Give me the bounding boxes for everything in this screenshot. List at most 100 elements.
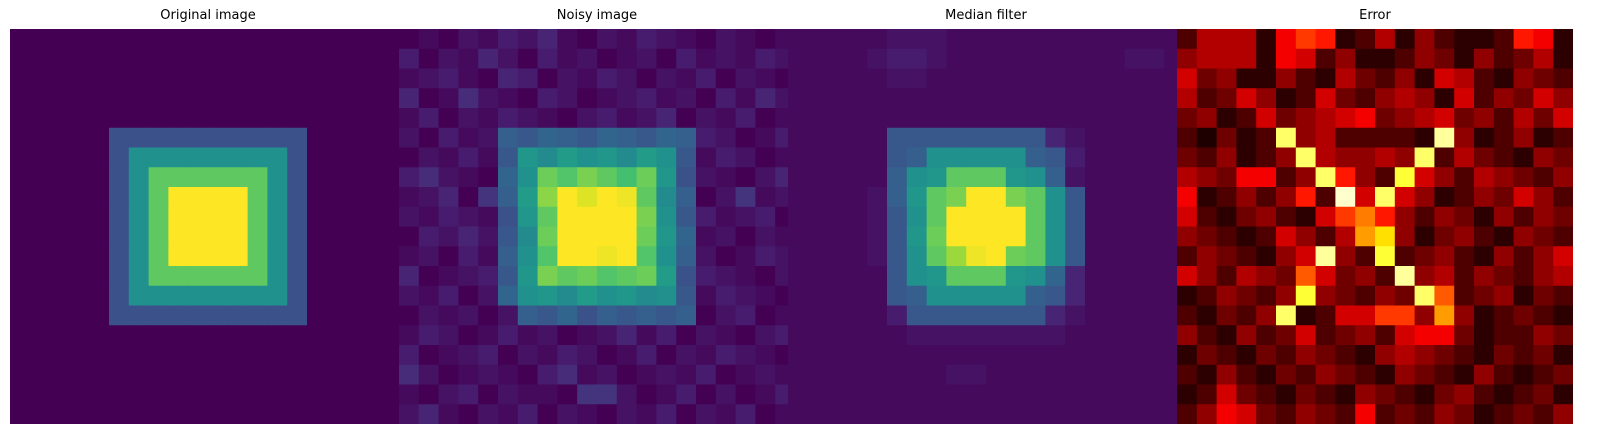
heatmap-cell bbox=[1375, 404, 1396, 424]
heatmap-cell bbox=[1553, 266, 1573, 287]
heatmap-cell bbox=[458, 325, 479, 346]
heatmap-cell bbox=[1085, 206, 1106, 228]
heatmap-cell bbox=[1315, 206, 1336, 228]
heatmap-cell bbox=[656, 404, 677, 424]
heatmap-cell bbox=[1196, 29, 1218, 50]
heatmap-cell bbox=[906, 305, 928, 326]
heatmap-cell bbox=[1454, 285, 1475, 307]
heatmap-cell bbox=[247, 384, 268, 405]
heatmap-cell bbox=[399, 285, 420, 307]
heatmap-cell bbox=[49, 305, 70, 326]
heatmap-cell bbox=[1513, 167, 1534, 188]
heatmap-cell bbox=[148, 147, 169, 168]
heatmap-cell bbox=[69, 404, 90, 424]
heatmap-cell bbox=[577, 88, 598, 109]
heatmap-cell bbox=[696, 29, 717, 50]
heatmap-cell bbox=[458, 29, 479, 50]
heatmap-cell bbox=[1005, 384, 1027, 405]
heatmap-cell bbox=[1104, 266, 1126, 287]
heatmap-cell bbox=[867, 364, 888, 386]
heatmap-cell bbox=[1474, 167, 1495, 188]
heatmap-cell bbox=[636, 167, 657, 188]
heatmap-cell bbox=[1434, 384, 1455, 405]
heatmap-cell bbox=[946, 187, 967, 208]
heatmap-cell bbox=[788, 29, 809, 50]
heatmap-cell bbox=[399, 325, 420, 346]
heatmap-cell bbox=[696, 108, 717, 129]
heatmap-cell bbox=[656, 127, 677, 149]
heatmap-cell bbox=[715, 108, 737, 129]
heatmap-cell bbox=[1236, 167, 1257, 188]
heatmap-cell bbox=[517, 285, 539, 307]
heatmap-cell bbox=[1085, 29, 1106, 50]
heatmap-cell bbox=[188, 364, 209, 386]
heatmap-cell bbox=[867, 404, 888, 424]
heatmap-cell bbox=[1045, 88, 1066, 109]
heatmap-cell bbox=[867, 127, 888, 149]
heatmap-cell bbox=[577, 127, 598, 149]
heatmap-cell bbox=[807, 384, 829, 405]
heatmap-cell bbox=[1045, 48, 1066, 70]
heatmap-cell bbox=[696, 147, 717, 168]
heatmap-cell bbox=[696, 364, 717, 386]
heatmap-cell bbox=[827, 384, 848, 405]
heatmap-cell bbox=[577, 167, 598, 188]
heatmap-cell bbox=[926, 384, 947, 405]
heatmap-cell bbox=[128, 266, 150, 287]
heatmap-cell bbox=[676, 147, 697, 168]
heatmap-cell bbox=[537, 345, 558, 366]
heatmap-cell bbox=[557, 325, 578, 346]
heatmap-cell bbox=[208, 29, 229, 50]
heatmap-cell bbox=[1553, 285, 1573, 307]
heatmap-cell bbox=[1144, 29, 1165, 50]
heatmap-cell bbox=[906, 246, 928, 267]
heatmap-cell bbox=[1553, 127, 1573, 149]
heatmap-cell bbox=[1124, 404, 1145, 424]
heatmap-cell bbox=[597, 226, 618, 247]
heatmap-cell bbox=[307, 68, 328, 89]
heatmap-cell bbox=[89, 364, 110, 386]
heatmap-cell bbox=[887, 167, 908, 188]
heatmap-cell bbox=[906, 187, 928, 208]
heatmap-cell bbox=[1065, 88, 1086, 109]
heatmap-cell bbox=[867, 384, 888, 405]
heatmap-median bbox=[788, 29, 1184, 424]
heatmap-cell bbox=[1414, 127, 1435, 149]
heatmap-cell bbox=[1454, 404, 1475, 424]
heatmap-cell bbox=[1256, 108, 1277, 129]
heatmap-cell bbox=[755, 266, 776, 287]
heatmap-cell bbox=[148, 305, 169, 326]
heatmap-cell bbox=[1355, 127, 1376, 149]
heatmap-cell bbox=[1196, 167, 1218, 188]
heatmap-cell bbox=[887, 88, 908, 109]
heatmap-cell bbox=[1454, 187, 1475, 208]
heatmap-cell bbox=[366, 29, 387, 50]
heatmap-cell bbox=[458, 187, 479, 208]
heatmap-cell bbox=[597, 305, 618, 326]
heatmap-cell bbox=[1394, 68, 1416, 89]
heatmap-cell bbox=[1065, 167, 1086, 188]
heatmap-cell bbox=[986, 305, 1007, 326]
heatmap-cell bbox=[1276, 167, 1297, 188]
heatmap-cell bbox=[827, 404, 848, 424]
heatmap-cell bbox=[458, 226, 479, 247]
heatmap-cell bbox=[287, 88, 308, 109]
heatmap-cell bbox=[1355, 108, 1376, 129]
heatmap-cell bbox=[1065, 364, 1086, 386]
heatmap-cell bbox=[188, 187, 209, 208]
heatmap-cell bbox=[807, 29, 829, 50]
heatmap-cell bbox=[49, 246, 70, 267]
heatmap-cell bbox=[1493, 246, 1515, 267]
heatmap-cell bbox=[1045, 147, 1066, 168]
heatmap-cell bbox=[755, 364, 776, 386]
heatmap-cell bbox=[557, 305, 578, 326]
heatmap-cell bbox=[517, 325, 539, 346]
heatmap-cell bbox=[577, 305, 598, 326]
heatmap-cell bbox=[1355, 246, 1376, 267]
heatmap-cell bbox=[29, 305, 51, 326]
heatmap-cell bbox=[946, 404, 967, 424]
heatmap-cell bbox=[986, 29, 1007, 50]
heatmap-cell bbox=[1025, 266, 1046, 287]
heatmap-cell bbox=[148, 404, 169, 424]
heatmap-cell bbox=[676, 167, 697, 188]
